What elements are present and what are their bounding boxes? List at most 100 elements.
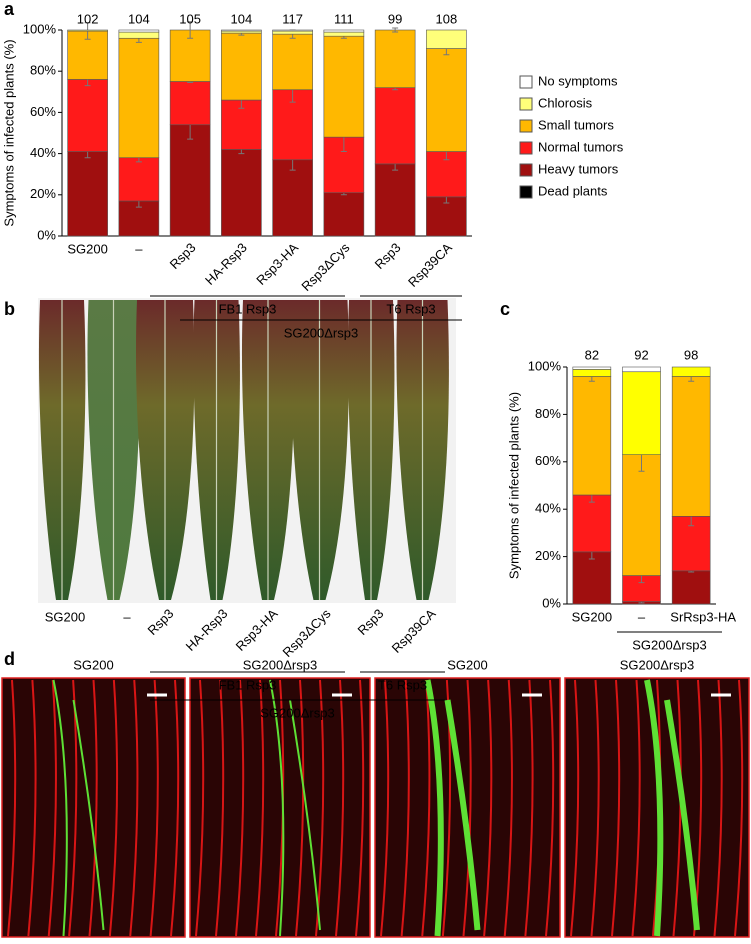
cell-wall xyxy=(570,679,580,937)
cell-wall xyxy=(421,679,431,937)
cell-wall xyxy=(149,679,159,937)
y-tick-label: 60% xyxy=(535,453,561,468)
x-tick-label: – xyxy=(638,609,646,624)
bar-segment xyxy=(323,192,365,237)
bar-segment xyxy=(426,48,467,152)
bar-segment xyxy=(118,29,160,33)
leaf-label: SG200 xyxy=(45,609,85,624)
legend-label: Heavy tumors xyxy=(538,161,619,176)
panel-label: a xyxy=(4,0,15,19)
legend-swatch xyxy=(519,119,533,133)
bar-segment xyxy=(221,149,262,237)
leaf-label: HA-Rsp3 xyxy=(183,606,231,654)
legend-label: Small tumors xyxy=(538,117,614,132)
bar-segment xyxy=(572,494,612,553)
hyphae xyxy=(424,679,481,937)
bar-segment xyxy=(118,157,160,202)
bar-segment xyxy=(118,31,160,39)
cell-wall xyxy=(400,679,410,937)
leaf-photo xyxy=(38,300,449,600)
bar-segment xyxy=(67,151,108,237)
bar-segment xyxy=(572,376,612,496)
bar-segment xyxy=(118,37,160,159)
cell-wall xyxy=(483,679,493,937)
y-tick-label: 60% xyxy=(30,104,56,119)
y-tick-label: 100% xyxy=(528,358,562,373)
bar-count: 105 xyxy=(179,11,201,26)
group-label: SG200Δrsp3 xyxy=(632,637,706,652)
panel-label: d xyxy=(4,649,15,669)
hyphae xyxy=(644,679,700,937)
cell-wall xyxy=(108,679,119,937)
y-tick-label: 20% xyxy=(30,186,56,201)
panel-label: c xyxy=(500,299,510,319)
cell-wall xyxy=(335,679,345,937)
bar-segment xyxy=(572,551,612,605)
bar-count: 104 xyxy=(128,11,150,26)
legend-swatch xyxy=(519,75,533,89)
cell-wall xyxy=(503,679,513,937)
bar-count: 108 xyxy=(436,11,458,26)
leaf-label: Rsp3-HA xyxy=(233,606,281,654)
cell-wall xyxy=(235,679,245,937)
cell-wall xyxy=(631,679,641,937)
y-tick-label: 40% xyxy=(535,501,561,516)
bar-segment xyxy=(323,29,365,33)
y-tick-label: 0% xyxy=(542,595,561,610)
bar-count: 111 xyxy=(334,11,354,26)
panel-label: b xyxy=(4,299,15,319)
legend-swatch xyxy=(519,163,533,177)
bar-segment xyxy=(67,79,108,152)
bar-segment xyxy=(671,570,711,605)
bar-count: 92 xyxy=(634,347,648,362)
group-label: T6 Rsp3 xyxy=(378,677,427,692)
x-tick-label: SrRsp3-HA xyxy=(670,609,736,624)
leaf-label: – xyxy=(123,609,131,624)
bar-segment xyxy=(169,81,211,126)
x-tick-label: HA-Rsp3 xyxy=(202,240,250,288)
y-tick-label: 100% xyxy=(23,21,57,36)
group-label: SG200Δrsp3 xyxy=(284,325,358,340)
image-title: SG200 xyxy=(73,657,113,672)
bar-count: 117 xyxy=(282,11,303,26)
legend-label: Normal tumors xyxy=(538,139,624,154)
bar-segment xyxy=(221,30,262,34)
group-label: FB1 Rsp3 xyxy=(219,677,277,692)
x-tick-label: SG200 xyxy=(572,609,612,624)
legend-label: Chlorosis xyxy=(538,95,593,110)
error-bar xyxy=(392,27,399,33)
y-axis-label: Symptoms of infected plants (%) xyxy=(506,392,521,579)
cell-wall xyxy=(462,679,472,937)
bar-segment xyxy=(272,29,313,32)
bar-count: 98 xyxy=(684,347,698,362)
cell-wall xyxy=(380,679,390,937)
x-tick-label: – xyxy=(135,241,143,256)
cell-wall xyxy=(611,679,621,937)
y-tick-label: 80% xyxy=(535,406,561,421)
error-bar xyxy=(187,21,194,39)
bar-segment xyxy=(323,31,365,37)
image-title: SG200 xyxy=(447,657,487,672)
legend-label: No symptoms xyxy=(538,73,618,88)
cell-wall xyxy=(713,679,723,937)
bar-segment xyxy=(572,366,612,370)
leaf-label: Rsp3 xyxy=(144,606,176,638)
cell-wall xyxy=(195,679,205,937)
group-label: T6 Rsp3 xyxy=(386,301,435,316)
y-tick-label: 80% xyxy=(30,63,56,78)
cell-wall xyxy=(590,679,600,937)
legend-label: Dead plants xyxy=(538,183,608,198)
image-title: SG200Δrsp3 xyxy=(243,657,317,672)
bar-segment xyxy=(671,376,711,517)
cell-wall xyxy=(27,679,37,937)
y-tick-label: 0% xyxy=(37,227,56,242)
bar-segment xyxy=(374,163,416,237)
x-tick-label: Rsp3 xyxy=(372,240,404,272)
bar-count: 102 xyxy=(77,11,99,26)
cell-wall xyxy=(215,679,225,937)
bar-segment xyxy=(374,87,416,165)
bar-segment xyxy=(572,369,612,377)
bar-segment xyxy=(221,32,262,101)
bar-segment xyxy=(221,29,262,32)
legend-swatch xyxy=(519,141,533,155)
